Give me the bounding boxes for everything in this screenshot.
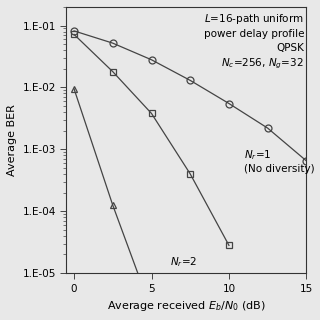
Text: $N_r$=2: $N_r$=2 — [170, 255, 197, 269]
Y-axis label: Average BER: Average BER — [7, 104, 17, 176]
Text: $L$=16-path uniform
power delay profile
QPSK
$N_c$=256, $N_g$=32: $L$=16-path uniform power delay profile … — [204, 12, 304, 71]
X-axis label: Average received $E_b/N_0$ (dB): Average received $E_b/N_0$ (dB) — [107, 299, 266, 313]
Text: $N_r$=1
(No diversity): $N_r$=1 (No diversity) — [244, 148, 315, 174]
Text: $N_r$=4: $N_r$=4 — [0, 319, 1, 320]
